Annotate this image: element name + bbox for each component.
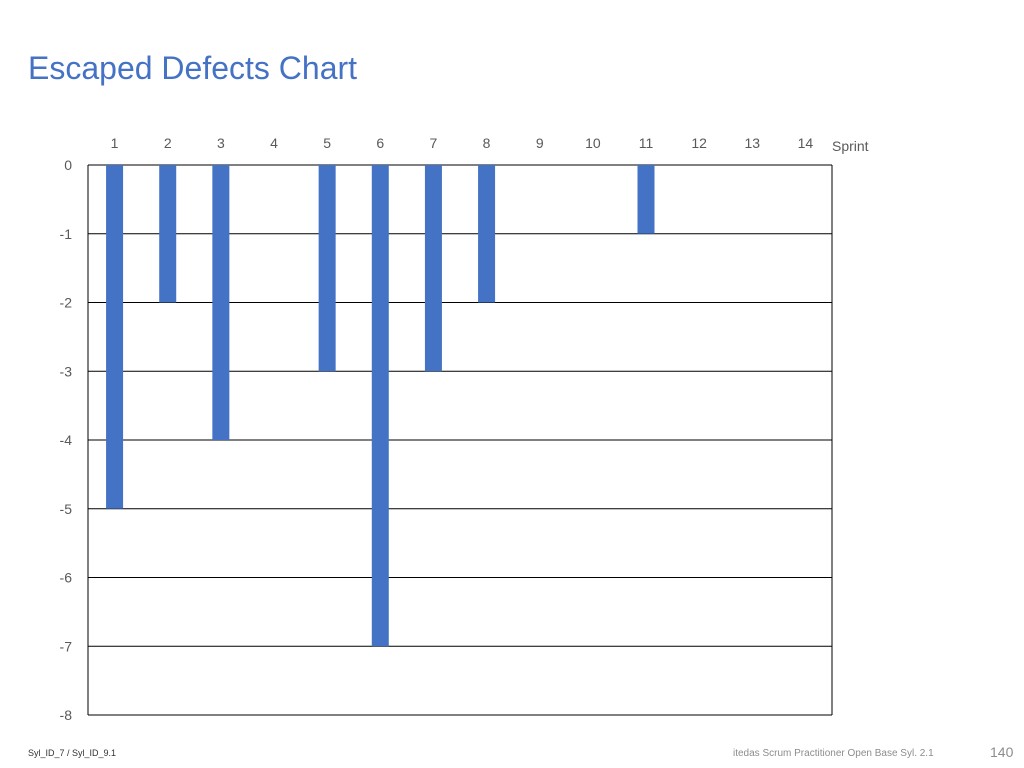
x-tick-label: 13	[744, 135, 760, 151]
x-tick-label: 12	[691, 135, 707, 151]
x-tick-label: 9	[536, 135, 544, 151]
x-tick-label: 6	[376, 135, 384, 151]
y-tick-label: -5	[60, 501, 73, 517]
bar-sprint-11	[637, 165, 655, 234]
x-tick-label: 2	[164, 135, 172, 151]
page-number: 140	[990, 744, 1014, 760]
x-tick-label: 7	[430, 135, 438, 151]
bar-sprint-6	[371, 165, 389, 647]
y-tick-label: -8	[60, 707, 73, 723]
bar-sprint-5	[318, 165, 336, 372]
y-tick-label: -7	[60, 638, 73, 654]
y-tick-label: -1	[60, 226, 73, 242]
x-tick-label: 4	[270, 135, 278, 151]
y-tick-label: -4	[60, 432, 73, 448]
x-tick-label: 8	[483, 135, 491, 151]
bar-sprint-2	[159, 165, 177, 303]
footer-course-name: itedas Scrum Practitioner Open Base Syl.…	[733, 748, 934, 759]
y-tick-label: -3	[60, 363, 73, 379]
bar-sprint-8	[478, 165, 496, 303]
x-tick-label: 5	[323, 135, 331, 151]
y-tick-label: -2	[60, 295, 73, 311]
y-tick-label: -6	[60, 570, 73, 586]
page-title: Escaped Defects Chart	[28, 50, 358, 86]
x-tick-label: 3	[217, 135, 225, 151]
x-tick-label: 14	[798, 135, 814, 151]
x-axis-title: Sprint	[832, 138, 869, 154]
footer-syllabus-id: Syl_ID_7 / Syl_ID_9.1	[28, 748, 117, 758]
bar-sprint-1	[106, 165, 124, 509]
x-tick-label: 11	[639, 135, 654, 151]
y-tick-label: 0	[64, 157, 72, 173]
bar-sprint-7	[424, 165, 442, 372]
bar-sprint-3	[212, 165, 230, 440]
x-tick-label: 1	[111, 135, 119, 151]
x-tick-label: 10	[585, 135, 601, 151]
